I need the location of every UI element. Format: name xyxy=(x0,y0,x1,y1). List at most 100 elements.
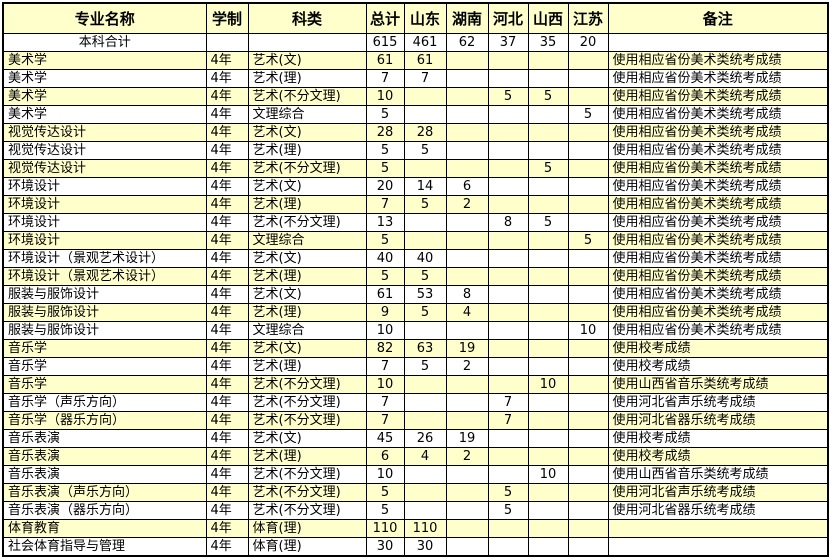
cell-major: 音乐表演 xyxy=(2,465,207,484)
cell-shanxi xyxy=(527,285,569,304)
cell-shandong xyxy=(403,375,447,394)
cell-total: 82 xyxy=(365,339,405,358)
cell-hebei xyxy=(487,375,529,394)
table-row: 音乐表演 4年 艺术(不分文理) 10 10 使用山西省音乐类统考成绩 xyxy=(2,465,829,484)
cell-hebei xyxy=(487,447,529,466)
cell-total: 20 xyxy=(365,177,405,196)
cell-duration: 4年 xyxy=(205,267,249,286)
cell-major: 本科合计 xyxy=(2,33,207,52)
cell-duration: 4年 xyxy=(205,411,249,430)
cell-shanxi: 5 xyxy=(527,87,569,106)
cell-remark: 使用相应省份美术类统考成绩 xyxy=(607,159,829,178)
column-header-hunan: 湖南 xyxy=(445,2,489,34)
cell-jiangsu xyxy=(567,357,609,376)
cell-category: 艺术(不分文理) xyxy=(247,375,367,394)
table-row: 音乐学（器乐方向） 4年 艺术(不分文理) 7 7 使用河北省器乐统考成绩 xyxy=(2,411,829,430)
cell-hunan xyxy=(445,501,489,520)
cell-shanxi xyxy=(527,447,569,466)
cell-total: 61 xyxy=(365,51,405,70)
cell-remark: 使用相应省份美术类统考成绩 xyxy=(607,123,829,142)
cell-jiangsu xyxy=(567,69,609,88)
cell-category: 艺术(理) xyxy=(247,195,367,214)
table-row: 音乐学 4年 艺术(不分文理) 10 10 使用山西省音乐类统考成绩 xyxy=(2,375,829,394)
cell-hunan xyxy=(445,321,489,340)
table-row: 环境设计 4年 艺术(文) 20 14 6 使用相应省份美术类统考成绩 xyxy=(2,177,829,196)
table-row: 音乐学 4年 艺术(理) 7 5 2 使用校考成绩 xyxy=(2,357,829,376)
cell-duration: 4年 xyxy=(205,195,249,214)
cell-total: 10 xyxy=(365,87,405,106)
cell-category: 体育(理) xyxy=(247,537,367,557)
cell-shanxi xyxy=(527,123,569,142)
cell-shanxi xyxy=(527,105,569,124)
cell-hebei xyxy=(487,51,529,70)
cell-category: 艺术(文) xyxy=(247,285,367,304)
cell-remark xyxy=(607,33,829,52)
column-header-jiangsu: 江苏 xyxy=(567,2,609,34)
cell-total: 5 xyxy=(365,231,405,250)
cell-jiangsu xyxy=(567,195,609,214)
cell-remark: 使用相应省份美术类统考成绩 xyxy=(607,231,829,250)
cell-duration: 4年 xyxy=(205,375,249,394)
cell-hunan xyxy=(445,231,489,250)
cell-major: 环境设计（景观艺术设计） xyxy=(2,249,207,268)
cell-category: 体育(理) xyxy=(247,519,367,538)
cell-jiangsu xyxy=(567,177,609,196)
cell-remark: 使用相应省份美术类统考成绩 xyxy=(607,69,829,88)
cell-shandong: 61 xyxy=(403,51,447,70)
cell-hebei xyxy=(487,159,529,178)
cell-jiangsu: 20 xyxy=(567,33,609,52)
cell-hunan: 2 xyxy=(445,447,489,466)
cell-duration: 4年 xyxy=(205,141,249,160)
cell-total: 5 xyxy=(365,105,405,124)
cell-jiangsu xyxy=(567,465,609,484)
table-row: 美术学 4年 艺术(不分文理) 10 5 5 使用相应省份美术类统考成绩 xyxy=(2,87,829,106)
cell-shandong xyxy=(403,231,447,250)
cell-remark xyxy=(607,519,829,538)
table-row: 音乐表演（声乐方向） 4年 艺术(不分文理) 5 5 使用河北省声乐统考成绩 xyxy=(2,483,829,502)
cell-shanxi xyxy=(527,537,569,557)
cell-duration: 4年 xyxy=(205,429,249,448)
cell-hunan xyxy=(445,465,489,484)
cell-total: 6 xyxy=(365,447,405,466)
cell-shandong: 110 xyxy=(403,519,447,538)
cell-shanxi: 35 xyxy=(527,33,569,52)
cell-remark: 使用校考成绩 xyxy=(607,429,829,448)
column-header-shanxi: 山西 xyxy=(527,2,569,34)
table-row: 音乐表演（器乐方向） 4年 艺术(不分文理) 5 5 使用河北省器乐统考成绩 xyxy=(2,501,829,520)
cell-shanxi xyxy=(527,141,569,160)
cell-major: 环境设计（景观艺术设计） xyxy=(2,267,207,286)
cell-remark: 使用相应省份美术类统考成绩 xyxy=(607,105,829,124)
cell-remark: 使用相应省份美术类统考成绩 xyxy=(607,321,829,340)
cell-hebei: 7 xyxy=(487,411,529,430)
cell-duration: 4年 xyxy=(205,519,249,538)
cell-total: 61 xyxy=(365,285,405,304)
table-row: 社会体育指导与管理 4年 体育(理) 30 30 xyxy=(2,537,829,557)
cell-duration: 4年 xyxy=(205,213,249,232)
column-header-major: 专业名称 xyxy=(2,2,207,34)
column-header-shandong: 山东 xyxy=(403,2,447,34)
cell-duration: 4年 xyxy=(205,177,249,196)
cell-shandong: 5 xyxy=(403,303,447,322)
cell-duration: 4年 xyxy=(205,159,249,178)
cell-major: 视觉传达设计 xyxy=(2,159,207,178)
cell-category: 艺术(不分文理) xyxy=(247,501,367,520)
cell-major: 环境设计 xyxy=(2,231,207,250)
cell-hunan xyxy=(445,249,489,268)
cell-shandong xyxy=(403,501,447,520)
cell-remark: 使用河北省器乐统考成绩 xyxy=(607,411,829,430)
cell-hebei xyxy=(487,177,529,196)
cell-jiangsu xyxy=(567,87,609,106)
cell-jiangsu xyxy=(567,501,609,520)
cell-shanxi: 5 xyxy=(527,159,569,178)
cell-hunan xyxy=(445,105,489,124)
cell-major: 音乐学 xyxy=(2,339,207,358)
cell-hunan: 2 xyxy=(445,195,489,214)
cell-shandong xyxy=(403,87,447,106)
column-header-total: 总计 xyxy=(365,2,405,34)
cell-shanxi xyxy=(527,303,569,322)
table-row: 音乐表演 4年 艺术(理) 6 4 2 使用校考成绩 xyxy=(2,447,829,466)
cell-shandong: 40 xyxy=(403,249,447,268)
cell-duration: 4年 xyxy=(205,285,249,304)
cell-hunan xyxy=(445,213,489,232)
cell-shanxi xyxy=(527,393,569,412)
